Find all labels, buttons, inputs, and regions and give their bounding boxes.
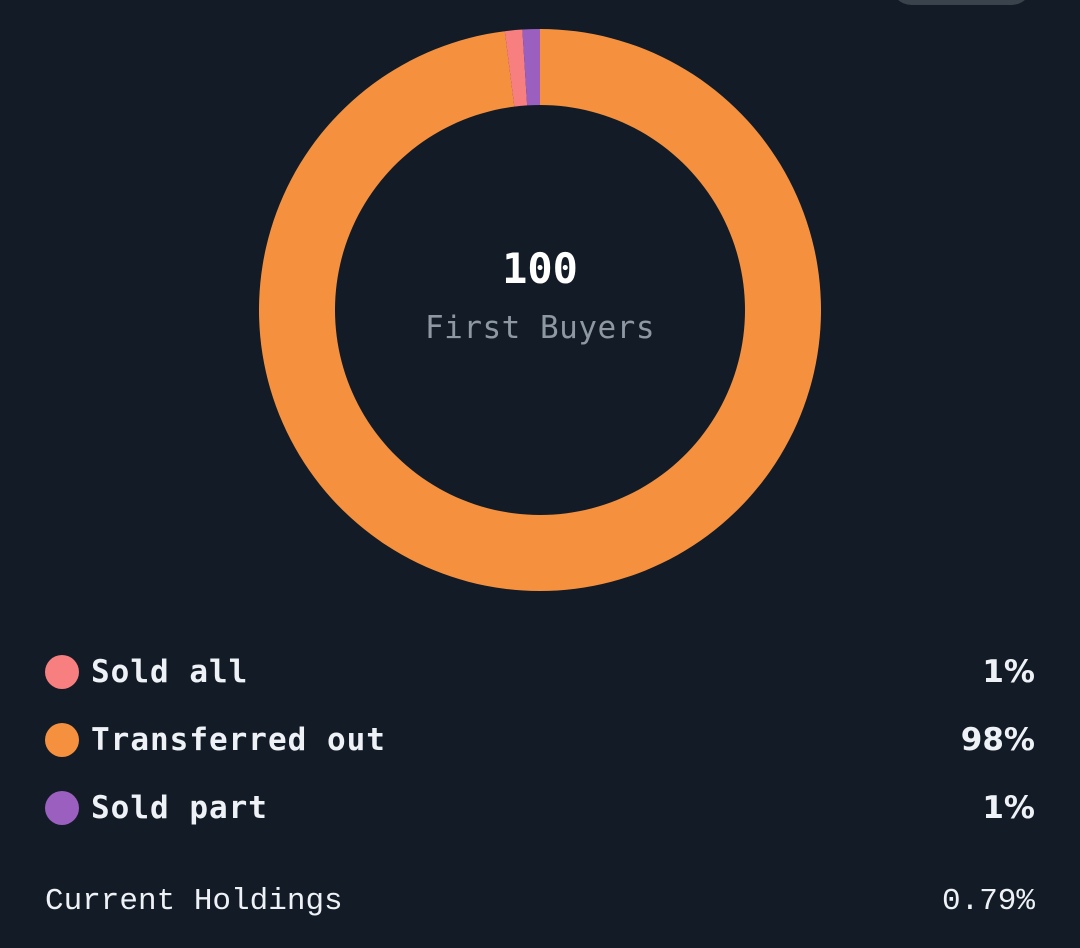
sold-all-dot-icon	[45, 655, 79, 689]
legend-label: Sold all	[91, 654, 249, 690]
donut-slice-sold-part	[522, 29, 540, 106]
chart-legend: Sold all 1% Transferred out 98% Sold par…	[45, 638, 1035, 842]
current-holdings-label: Current Holdings	[45, 883, 343, 919]
legend-row-sold-all: Sold all 1%	[45, 638, 1035, 706]
sold-part-dot-icon	[45, 791, 79, 825]
legend-label: Transferred out	[91, 722, 386, 758]
top-toggle-button[interactable]	[890, 0, 1033, 5]
legend-value: 1%	[982, 790, 1035, 826]
current-holdings-row: Current Holdings 0.79%	[45, 876, 1035, 926]
legend-value: 1%	[982, 654, 1035, 690]
transferred-out-dot-icon	[45, 723, 79, 757]
current-holdings-value: 0.79%	[941, 883, 1035, 919]
donut-slice-sold-all	[504, 29, 528, 107]
donut-slice-transferred-out	[259, 29, 821, 591]
legend-label: Sold part	[91, 790, 268, 826]
donut-svg	[259, 29, 821, 591]
donut-chart	[259, 29, 821, 591]
legend-row-sold-part: Sold part 1%	[45, 774, 1035, 842]
legend-value: 98%	[960, 722, 1035, 758]
legend-row-transferred-out: Transferred out 98%	[45, 706, 1035, 774]
